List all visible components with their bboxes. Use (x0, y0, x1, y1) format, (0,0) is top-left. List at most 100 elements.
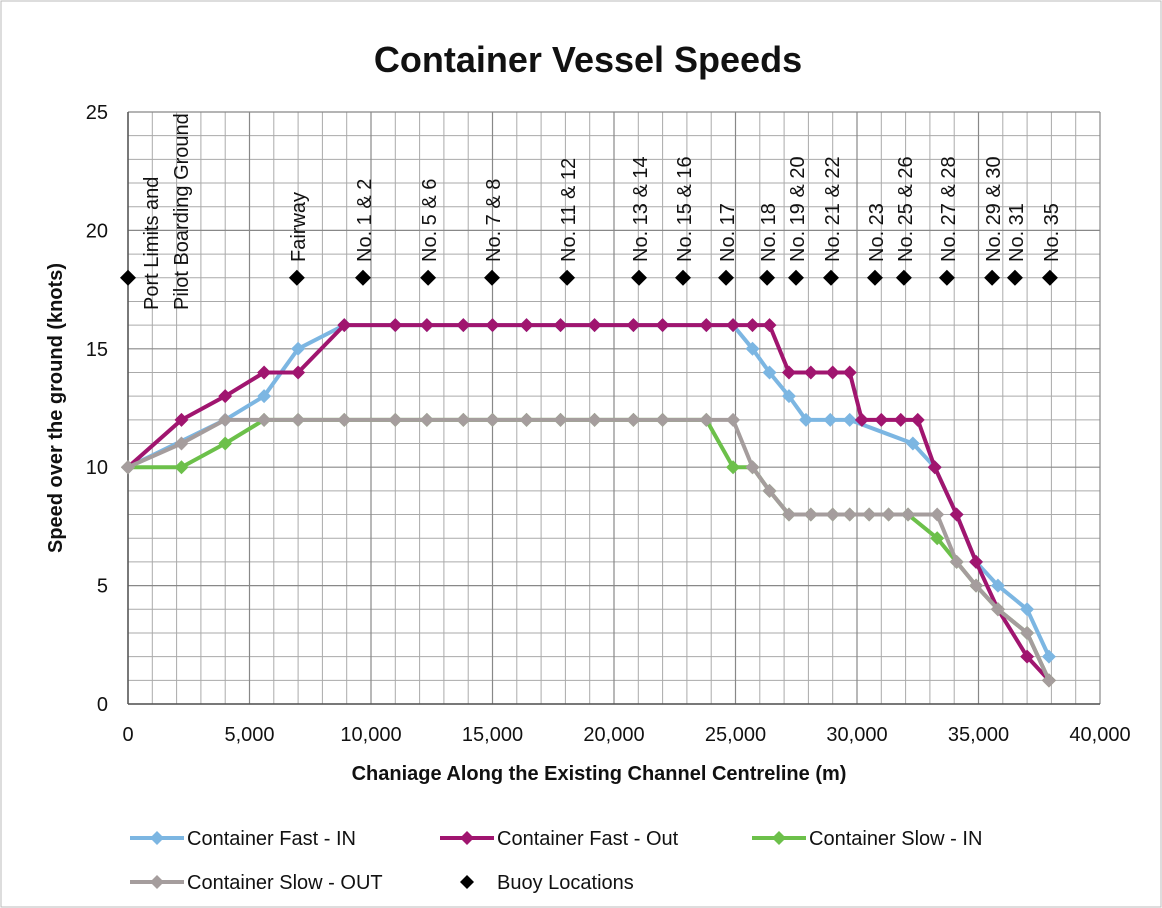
series-marker (842, 412, 857, 427)
series-marker (1020, 625, 1035, 640)
legend-label: Container Fast - Out (497, 828, 679, 850)
series-marker (174, 412, 189, 427)
series-marker (699, 412, 714, 427)
series-marker (862, 507, 877, 522)
buoy-marker (938, 269, 955, 286)
series-marker (781, 389, 796, 404)
series-marker (626, 318, 641, 333)
buoy-label: No. 21 & 22 (822, 156, 844, 262)
buoy-marker (1041, 269, 1058, 286)
series-marker (587, 318, 602, 333)
buoy-marker (354, 269, 371, 286)
series-marker (930, 531, 945, 546)
series-marker (803, 507, 818, 522)
series-marker (174, 436, 189, 451)
y-tick-label: 0 (97, 694, 108, 716)
series-marker (881, 507, 896, 522)
series-marker (1020, 649, 1035, 664)
legend-label: Container Slow - OUT (187, 872, 383, 894)
series-marker (291, 365, 306, 380)
series-marker (726, 460, 741, 475)
series-marker (626, 412, 641, 427)
series-marker (257, 365, 272, 380)
series-marker (949, 554, 964, 569)
y-tick-label: 20 (86, 220, 108, 242)
buoy-label: Pilot Boarding Ground (171, 113, 193, 310)
series-marker (745, 318, 760, 333)
buoy-label: No. 5 & 6 (419, 179, 441, 262)
legend-label: Container Fast - IN (187, 828, 356, 850)
series-marker (519, 318, 534, 333)
series-marker (762, 365, 777, 380)
series-marker (419, 318, 434, 333)
buoy-label: No. 31 (1006, 203, 1028, 262)
series-marker (762, 483, 777, 498)
series-marker (803, 365, 818, 380)
series-marker (218, 389, 233, 404)
buoy-label: No. 19 & 20 (787, 156, 809, 262)
y-tick-label: 10 (86, 457, 108, 479)
x-tick-label: 0 (122, 724, 133, 746)
x-tick-label: 10,000 (340, 724, 401, 746)
series-marker (854, 412, 869, 427)
series-marker (901, 507, 916, 522)
series-marker (485, 412, 500, 427)
series-marker (655, 318, 670, 333)
buoy-label: Fairway (288, 192, 310, 262)
x-axis-title: Chaniage Along the Existing Channel Cent… (352, 763, 847, 785)
series-marker (910, 412, 925, 427)
series-marker (257, 389, 272, 404)
series-marker (1041, 649, 1056, 664)
grid (127, 111, 1101, 705)
buoy-label: No. 1 & 2 (354, 179, 376, 262)
buoy-label: No. 25 & 26 (895, 156, 917, 262)
series-marker (388, 412, 403, 427)
series-marker (745, 341, 760, 356)
series-marker (745, 460, 760, 475)
buoy-marker (120, 269, 136, 286)
chart-title: Container Vessel Speeds (374, 39, 802, 80)
buoy-label: No. 11 & 12 (558, 158, 580, 262)
buoy-marker (984, 269, 1001, 286)
buoy-label: No. 18 (758, 203, 780, 262)
buoy-marker (1006, 269, 1023, 286)
x-tick-label: 5,000 (224, 724, 274, 746)
legend-swatch (772, 831, 786, 845)
x-tick-label: 20,000 (583, 724, 644, 746)
series-marker (825, 507, 840, 522)
series-marker (485, 318, 500, 333)
series-marker (291, 341, 306, 356)
series-marker (519, 412, 534, 427)
buoy-marker (718, 269, 735, 286)
buoy-marker (759, 269, 776, 286)
buoy-marker (822, 269, 839, 286)
buoy-label: No. 29 & 30 (983, 156, 1005, 262)
buoy-label: No. 7 & 8 (483, 179, 505, 262)
series-marker (990, 578, 1005, 593)
buoy-label: Port Limits and (141, 177, 163, 310)
buoy-marker (631, 269, 648, 286)
series-marker (419, 412, 434, 427)
buoy-label: No. 13 & 14 (630, 156, 652, 262)
series-marker (781, 365, 796, 380)
legend-label: Buoy Locations (497, 872, 634, 894)
buoy-marker (559, 269, 576, 286)
series-marker (893, 412, 908, 427)
series-marker (1041, 673, 1056, 688)
buoy-label: No. 17 (717, 203, 739, 262)
series-marker (291, 412, 306, 427)
buoy-marker (288, 269, 305, 286)
series-marker (842, 507, 857, 522)
series-marker (969, 554, 984, 569)
buoy-marker (866, 269, 883, 286)
series-marker (553, 318, 568, 333)
series-marker (218, 412, 233, 427)
buoy-marker (675, 269, 692, 286)
series-marker (388, 318, 403, 333)
series-marker (969, 578, 984, 593)
buoy-marker (420, 269, 437, 286)
buoy-marker (484, 269, 501, 286)
series-marker (762, 318, 777, 333)
legend-label: Container Slow - IN (809, 828, 982, 850)
